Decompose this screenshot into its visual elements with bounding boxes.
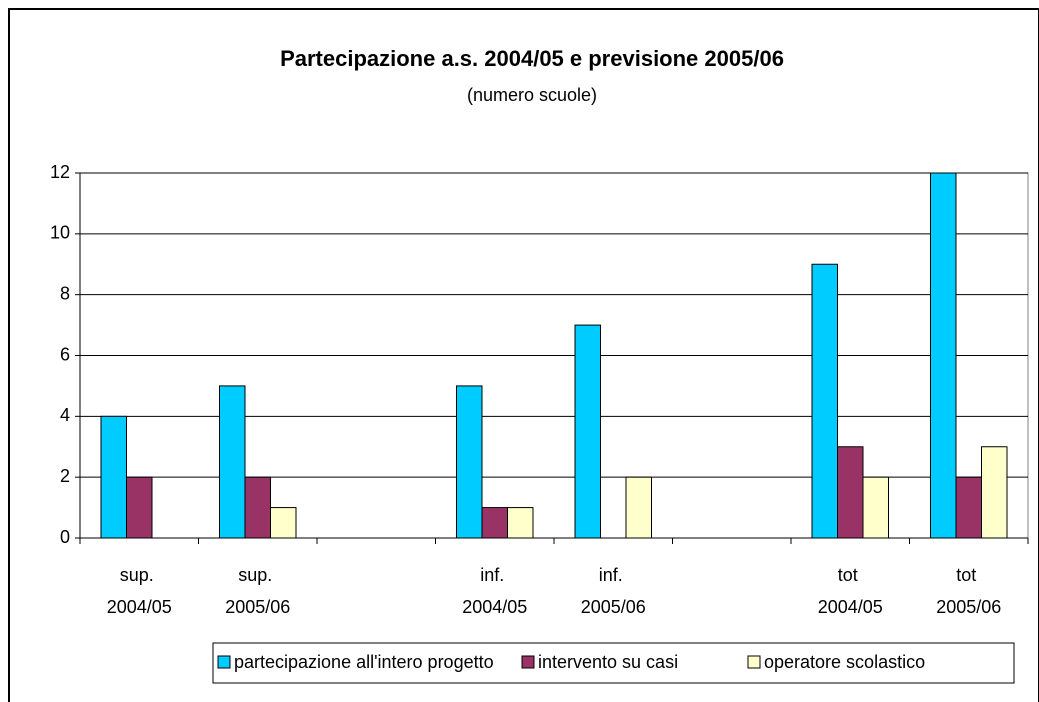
x-tick-label-line: 2005/06 <box>936 597 1001 617</box>
x-tick-label-line: inf. <box>480 565 509 585</box>
x-tick-label-line: 2005/06 <box>225 597 290 617</box>
bar <box>862 476 889 539</box>
bar <box>811 263 838 539</box>
bar <box>981 446 1008 539</box>
legend-label: operatore scolastico <box>764 652 925 672</box>
bar <box>100 415 127 539</box>
x-tick-label-line: 2004/05 <box>107 597 172 617</box>
y-tick-label: 12 <box>50 162 70 182</box>
y-tick-label: 10 <box>50 223 70 243</box>
x-tick-label-line: sup. <box>120 565 159 585</box>
x-tick-label-line: inf. <box>599 565 628 585</box>
legend-label: intervento su casi <box>538 652 678 672</box>
y-tick-label: 0 <box>60 527 70 547</box>
bar <box>507 507 534 539</box>
x-tick-label-line: 2004/05 <box>462 597 527 617</box>
bar <box>244 476 271 539</box>
x-tick-label-line: 2004/05 <box>818 597 883 617</box>
y-tick-label: 2 <box>60 466 70 486</box>
bar <box>955 476 982 539</box>
legend-swatch <box>217 655 231 669</box>
x-tick-label-line: sup. <box>238 565 277 585</box>
x-tick-label: inf. 2004/05 <box>462 565 527 617</box>
x-tick-label-line: tot <box>838 565 863 585</box>
bar <box>625 476 652 539</box>
chart-subtitle: (numero scuole) <box>467 85 597 105</box>
bar <box>456 385 483 539</box>
bar <box>270 507 297 539</box>
x-tick-label: inf. 2005/06 <box>581 565 646 617</box>
legend-label: partecipazione all'intero progetto <box>234 652 494 672</box>
y-tick-label: 4 <box>60 405 70 425</box>
bar <box>126 476 153 539</box>
legend-swatch <box>747 655 761 669</box>
chart-title: Partecipazione a.s. 2004/05 e previsione… <box>280 46 784 71</box>
x-tick-label: sup. 2005/06 <box>225 565 290 617</box>
legend-swatch <box>521 655 535 669</box>
legend-box <box>212 642 1015 684</box>
x-tick-label: sup. 2004/05 <box>107 565 172 617</box>
y-tick-label: 6 <box>60 344 70 364</box>
x-tick-label: tot 2005/06 <box>936 565 1001 617</box>
bar <box>481 507 508 539</box>
bar <box>574 324 601 539</box>
x-tick-label: tot 2004/05 <box>818 565 883 617</box>
bar <box>837 446 864 539</box>
x-tick-label-line: tot <box>956 565 981 585</box>
bar <box>219 385 246 539</box>
x-tick-label-line: 2005/06 <box>581 597 646 617</box>
y-tick-label: 8 <box>60 283 70 303</box>
bar <box>930 172 957 539</box>
